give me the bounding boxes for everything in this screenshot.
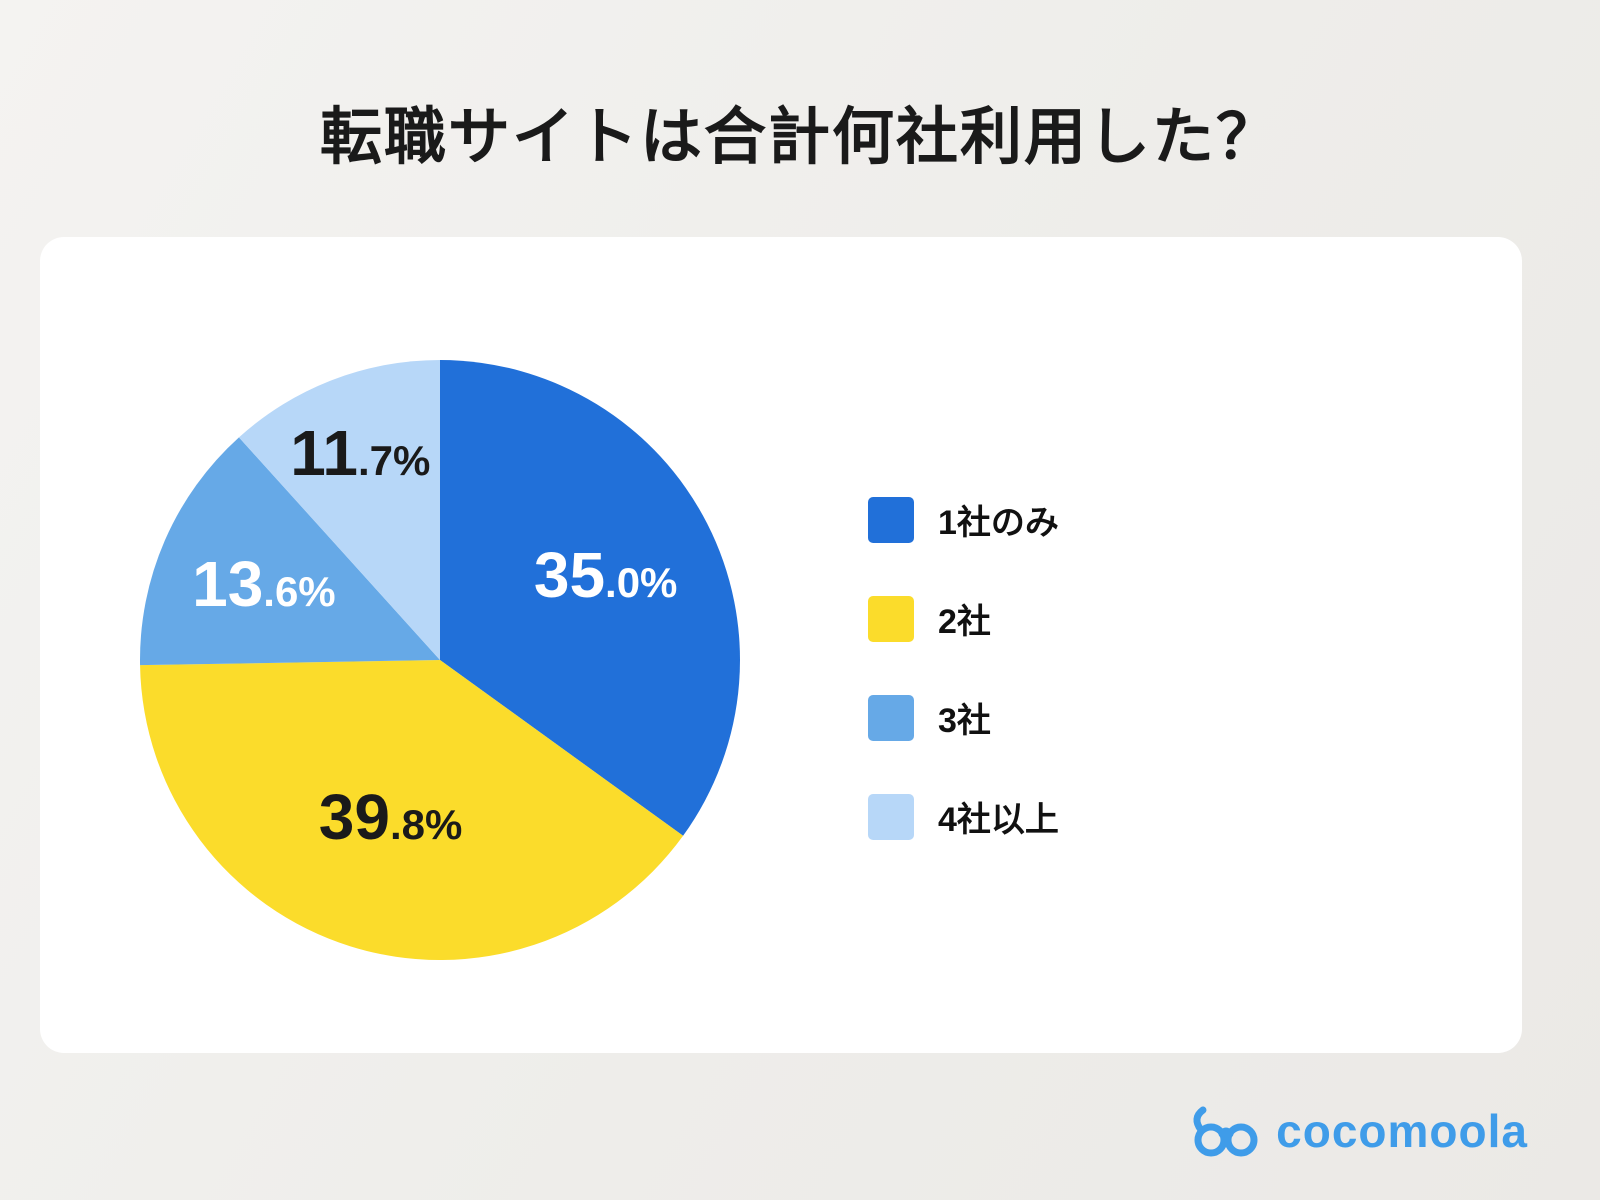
legend-swatch-4 <box>868 793 914 840</box>
legend-item-2: 2社 <box>868 594 1059 643</box>
cocomoola-logo-icon <box>1193 1106 1258 1157</box>
legend: 1社のみ 2社 3社 4社以上 <box>868 495 1059 841</box>
cocomoola-logo-text: cocomoola <box>1276 1105 1528 1157</box>
pie-value-label-1: 35.0% <box>533 539 678 612</box>
legend-item-3: 3社 <box>868 693 1059 742</box>
pie-slice-4 <box>238 360 440 660</box>
pie-slice-1 <box>440 360 740 836</box>
legend-label-2: 2社 <box>938 603 991 641</box>
chart-card: 35.0% 39.8% 13.6% 11.7% 1社のみ 2社 3社 4社以上 <box>40 237 1522 1053</box>
pie-wrap: 35.0% 39.8% 13.6% 11.7% <box>120 340 760 980</box>
legend-label-3: 3社 <box>938 702 991 740</box>
legend-swatch-2 <box>868 595 914 642</box>
pie-value-label-4: 11.7% <box>290 416 431 489</box>
pie-slice-3 <box>139 437 440 666</box>
pie-slice-2 <box>140 660 684 961</box>
legend-label-1: 1社のみ <box>938 504 1059 542</box>
pie-value-label-2: 39.8% <box>318 781 463 854</box>
cocomoola-logo: cocomoola <box>1188 1102 1528 1160</box>
pie-chart <box>139 360 740 961</box>
pie-value-label-3: 13.6% <box>192 547 336 620</box>
page-title: 転職サイトは合計何社利用した？ <box>319 103 1280 172</box>
legend-swatch-1 <box>868 496 914 543</box>
legend-swatch-3 <box>868 694 914 741</box>
legend-item-4: 4社以上 <box>868 792 1059 841</box>
legend-label-4: 4社以上 <box>938 801 1059 839</box>
legend-item-1: 1社のみ <box>868 495 1059 544</box>
